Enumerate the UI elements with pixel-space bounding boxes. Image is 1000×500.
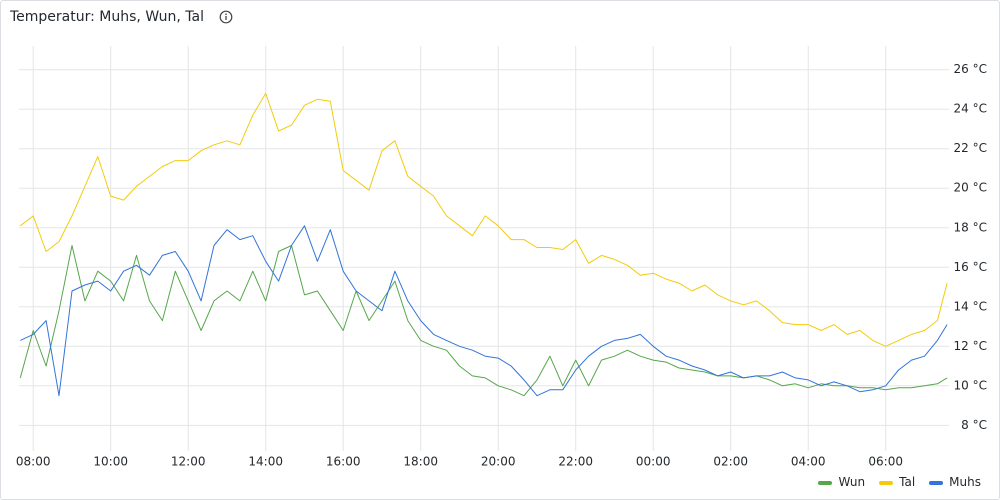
x-tick-label: 02:00	[713, 455, 748, 469]
y-tick-label: 18 °C	[954, 220, 987, 234]
x-tick-label: 08:00	[16, 455, 51, 469]
info-icon[interactable]	[219, 10, 233, 24]
x-tick-label: 18:00	[403, 455, 438, 469]
legend-swatch	[879, 480, 894, 485]
y-tick-label: 20 °C	[954, 181, 987, 195]
series-line	[19, 245, 948, 397]
y-tick-label: 8 °C	[961, 418, 987, 432]
x-tick-label: 04:00	[791, 455, 826, 469]
x-tick-label: 10:00	[93, 455, 128, 469]
x-tick-label: 00:00	[636, 455, 671, 469]
legend-swatch	[929, 480, 944, 485]
x-tick-label: 16:00	[326, 455, 361, 469]
legend-item[interactable]: Muhs	[929, 475, 981, 489]
series-line	[19, 92, 948, 347]
y-tick-label: 22 °C	[954, 141, 987, 155]
y-tick-label: 10 °C	[954, 378, 987, 392]
y-tick-label: 12 °C	[954, 339, 987, 353]
y-tick-label: 26 °C	[954, 62, 987, 76]
panel-title: Temperatur: Muhs, Wun, Tal	[10, 9, 205, 25]
x-tick-label: 14:00	[248, 455, 283, 469]
x-tick-label: 12:00	[171, 455, 206, 469]
legend: Wun Tal Muhs	[818, 475, 981, 489]
x-tick-label: 20:00	[481, 455, 516, 469]
series-line	[20, 225, 948, 397]
legend-item[interactable]: Tal	[879, 475, 915, 489]
legend-swatch	[818, 480, 833, 485]
x-tick-label: 06:00	[868, 455, 903, 469]
y-tick-label: 14 °C	[954, 299, 987, 313]
legend-label: Wun	[838, 475, 866, 489]
legend-label: Tal	[899, 475, 916, 489]
legend-item[interactable]: Wun	[818, 475, 865, 489]
y-tick-label: 24 °C	[954, 102, 987, 116]
x-tick-label: 22:00	[558, 455, 593, 469]
y-tick-label: 16 °C	[954, 260, 987, 274]
legend-label: Muhs	[949, 475, 981, 489]
